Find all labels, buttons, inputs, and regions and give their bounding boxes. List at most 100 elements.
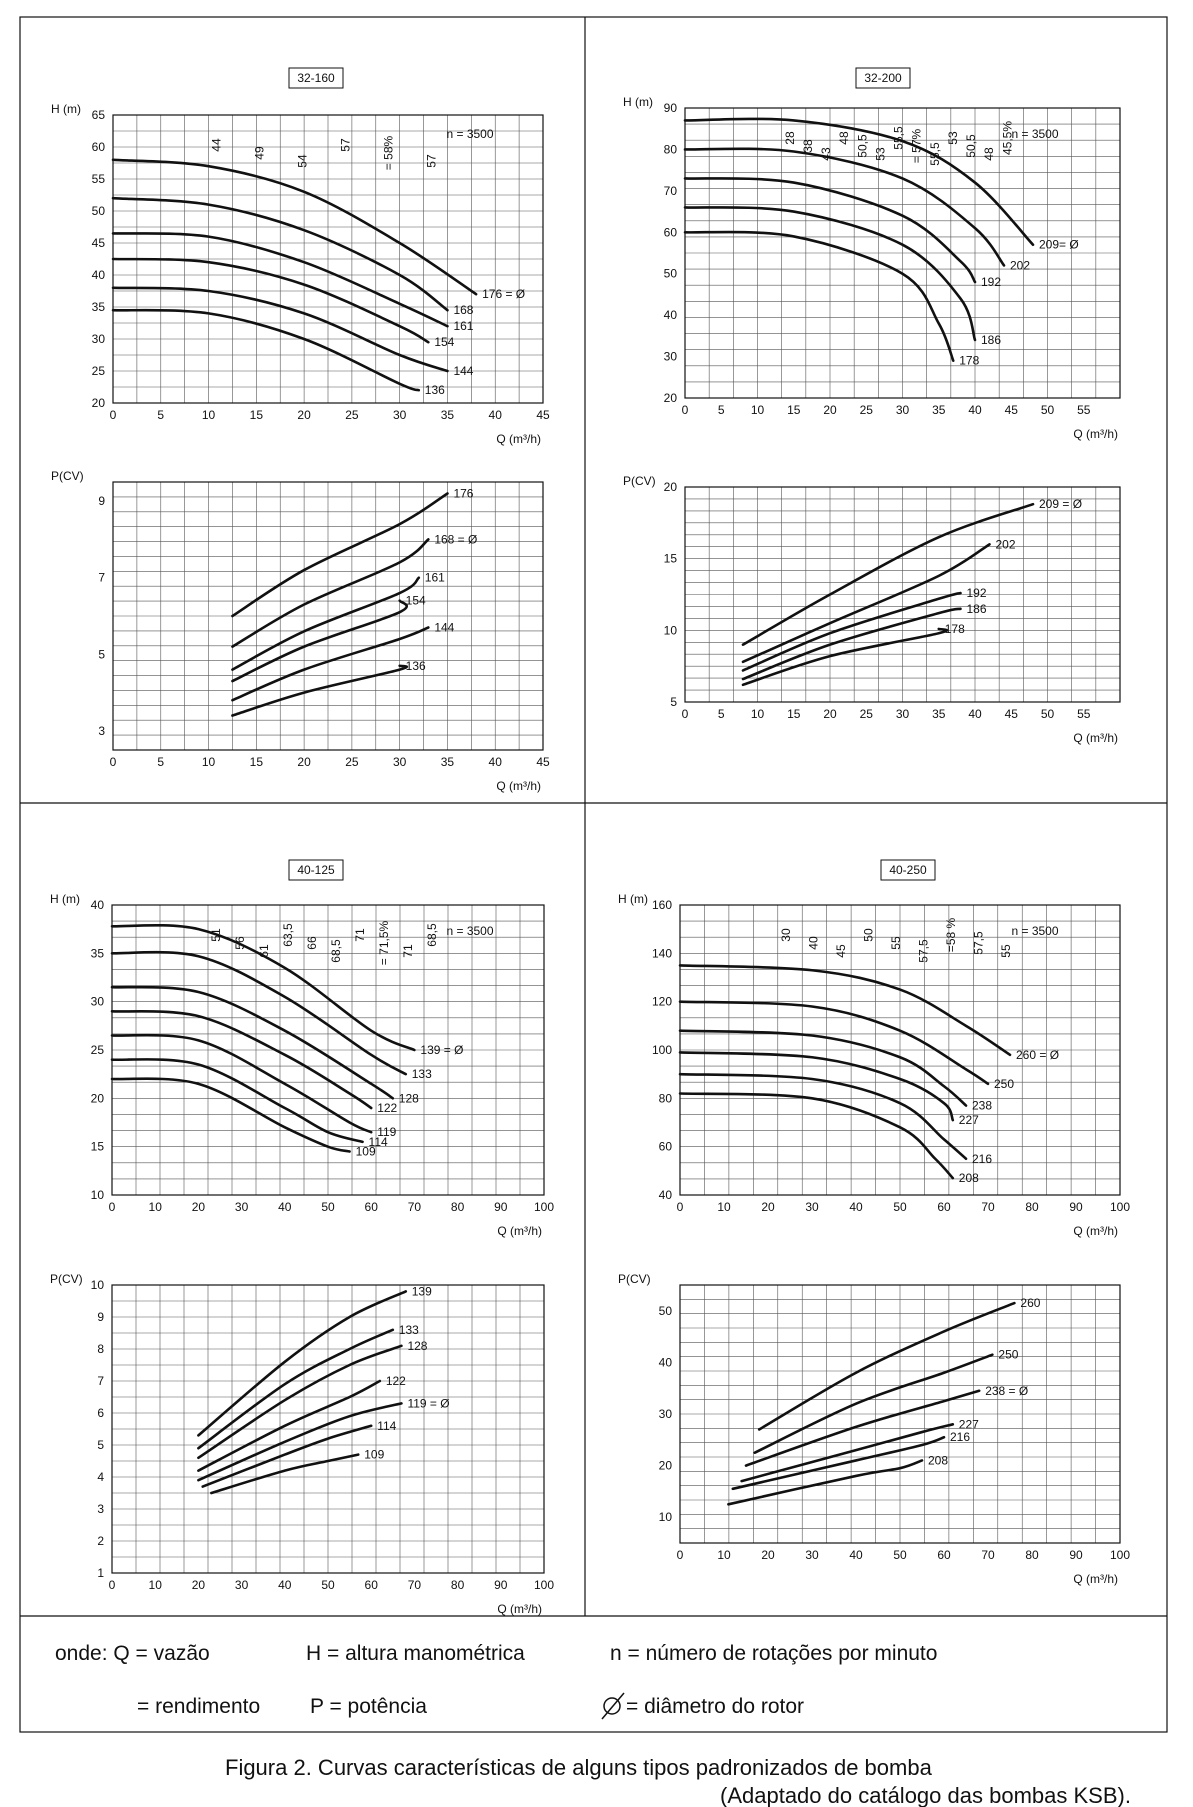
x-tick-label: 20 bbox=[192, 1578, 206, 1592]
x-tick-label: 100 bbox=[1110, 1200, 1130, 1214]
y-axis-label: P(CV) bbox=[51, 469, 84, 483]
chart-title: 32-200 bbox=[864, 71, 902, 85]
x-tick-label: 30 bbox=[235, 1578, 249, 1592]
y-tick-label: 45 bbox=[92, 236, 106, 250]
y-tick-label: 15 bbox=[91, 1140, 105, 1154]
series-curve bbox=[111, 232, 449, 328]
y-tick-label: 80 bbox=[664, 142, 678, 156]
chart-p-40-125: 0 10 20 30 40 50 60 70 80 90 100 1 2 3 4 5 6 7 8 9 10 P(CV) Q … bbox=[50, 1272, 554, 1616]
series-curve bbox=[111, 257, 430, 344]
efficiency-label: 71 bbox=[353, 928, 367, 942]
efficiency-label: 57 bbox=[339, 138, 353, 152]
plot-border bbox=[112, 481, 544, 751]
series-curve bbox=[110, 1058, 364, 1144]
series-label: 176 = Ø bbox=[482, 287, 525, 301]
series-curve bbox=[201, 1424, 373, 1488]
grid bbox=[111, 904, 545, 1196]
y-tick-label: 100 bbox=[652, 1043, 672, 1057]
efficiency-label: 57 bbox=[425, 154, 439, 168]
series-label: 154 bbox=[406, 594, 426, 608]
y-tick-label: 65 bbox=[92, 108, 106, 122]
x-tick-label: 35 bbox=[932, 403, 946, 417]
y-tick-label: 15 bbox=[664, 552, 678, 566]
series-label: 136 bbox=[406, 659, 426, 673]
x-tick-label: 100 bbox=[534, 1200, 554, 1214]
series-curve bbox=[231, 538, 430, 648]
series-label: 122 bbox=[377, 1101, 397, 1115]
y-axis-label: P(CV) bbox=[50, 1272, 83, 1286]
y-tick-label: 40 bbox=[659, 1355, 673, 1369]
x-tick-label: 50 bbox=[1041, 403, 1055, 417]
grid bbox=[112, 481, 544, 751]
x-tick-label: 25 bbox=[860, 403, 874, 417]
series-curve bbox=[111, 308, 421, 392]
y-tick-label: 20 bbox=[659, 1459, 673, 1473]
y-tick-label: 40 bbox=[92, 268, 106, 282]
efficiency-label: 50,5 bbox=[964, 134, 978, 158]
title-box bbox=[288, 859, 344, 881]
efficiency-label: 48 bbox=[982, 147, 996, 161]
legend-n: n = número de rotações por minuto bbox=[610, 1642, 937, 1665]
series-label: 161 bbox=[425, 571, 445, 585]
y-tick-label: 10 bbox=[659, 1510, 673, 1524]
efficiency-label: 44 bbox=[210, 138, 224, 152]
y-tick-label: 40 bbox=[664, 308, 678, 322]
title-box bbox=[880, 859, 936, 881]
x-tick-label: 45 bbox=[1005, 707, 1019, 721]
x-tick-label: 80 bbox=[451, 1200, 465, 1214]
rotation-note: n = 3500 bbox=[446, 924, 493, 938]
y-tick-label: 55 bbox=[92, 172, 106, 186]
plot-border bbox=[111, 1284, 545, 1574]
x-tick-label: 10 bbox=[149, 1578, 163, 1592]
series-curve bbox=[110, 950, 408, 1076]
legend-h: H = altura manométrica bbox=[306, 1642, 525, 1665]
x-tick-label: 15 bbox=[787, 707, 801, 721]
legend-rendimento: = rendimento bbox=[137, 1695, 260, 1718]
y-tick-label: 5 bbox=[98, 647, 105, 661]
series-label: 260 bbox=[1020, 1296, 1040, 1310]
series-label: 238 = Ø bbox=[985, 1384, 1028, 1398]
grid bbox=[111, 1284, 545, 1574]
x-tick-label: 70 bbox=[981, 1200, 995, 1214]
series-label: 178 bbox=[945, 622, 965, 636]
x-tick-label: 25 bbox=[345, 408, 359, 422]
x-tick-label: 30 bbox=[235, 1200, 249, 1214]
x-tick-label: 60 bbox=[365, 1200, 379, 1214]
y-axis-label: H (m) bbox=[51, 102, 81, 116]
series-curve bbox=[744, 1389, 981, 1467]
x-tick-label: 45 bbox=[536, 755, 550, 769]
x-tick-label: 10 bbox=[751, 403, 765, 417]
efficiency-label: 57,5 bbox=[917, 939, 931, 963]
series-label: 250 bbox=[998, 1348, 1018, 1362]
y-tick-label: 20 bbox=[664, 391, 678, 405]
x-tick-label: 5 bbox=[157, 755, 164, 769]
efficiency-label: 53 bbox=[873, 147, 887, 161]
y-tick-label: 50 bbox=[659, 1304, 673, 1318]
efficiency-label: 38 bbox=[801, 139, 815, 153]
x-tick-label: 70 bbox=[408, 1200, 422, 1214]
x-tick-label: 30 bbox=[393, 408, 407, 422]
y-tick-label: 5 bbox=[670, 695, 677, 709]
y-tick-label: 60 bbox=[659, 1140, 673, 1154]
x-tick-label: 20 bbox=[297, 408, 311, 422]
series-curve bbox=[197, 1402, 403, 1482]
series-curve bbox=[678, 1051, 955, 1122]
series-label: 119 = Ø bbox=[407, 1396, 449, 1410]
x-tick-label: 30 bbox=[805, 1548, 819, 1562]
y-tick-label: 2 bbox=[97, 1534, 104, 1548]
legend-onde: onde: Q = vazão bbox=[55, 1642, 210, 1665]
efficiency-label: 68,5 bbox=[329, 939, 343, 963]
x-axis-label: Q (m³/h) bbox=[1073, 731, 1118, 745]
x-tick-label: 100 bbox=[1110, 1548, 1130, 1562]
series-curve bbox=[111, 196, 449, 312]
x-axis-label: Q (m³/h) bbox=[1073, 427, 1118, 441]
x-tick-label: 0 bbox=[682, 403, 689, 417]
y-tick-label: 6 bbox=[97, 1406, 104, 1420]
y-tick-label: 80 bbox=[659, 1091, 673, 1105]
y-tick-label: 160 bbox=[652, 898, 672, 912]
y-tick-label: 20 bbox=[92, 396, 106, 410]
x-tick-label: 20 bbox=[192, 1200, 206, 1214]
x-axis-label: Q (m³/h) bbox=[497, 1602, 542, 1616]
y-axis-label: P(CV) bbox=[623, 474, 656, 488]
